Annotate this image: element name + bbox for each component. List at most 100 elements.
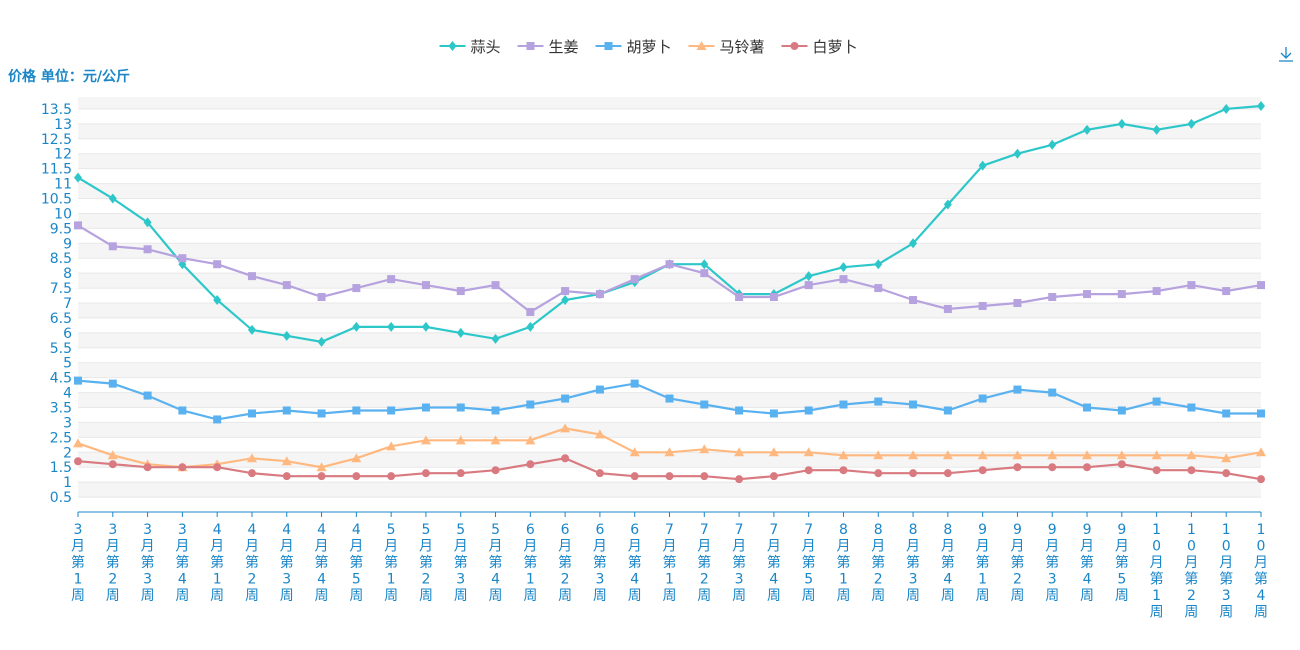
data-point[interactable] xyxy=(909,400,918,409)
data-point[interactable] xyxy=(735,475,744,484)
data-point[interactable] xyxy=(1012,450,1023,460)
data-point[interactable] xyxy=(74,221,82,230)
data-point[interactable] xyxy=(874,469,883,478)
data-point[interactable] xyxy=(421,469,430,478)
data-point[interactable] xyxy=(108,379,117,388)
data-point[interactable] xyxy=(978,301,987,310)
legend-item[interactable]: 白萝卜 xyxy=(781,38,858,56)
data-point[interactable] xyxy=(74,172,82,183)
data-point[interactable] xyxy=(1013,385,1022,394)
legend-item[interactable]: 蒜头 xyxy=(439,38,501,56)
data-point[interactable] xyxy=(282,330,291,341)
data-point[interactable] xyxy=(1047,450,1058,460)
data-point[interactable] xyxy=(74,457,82,466)
data-point[interactable] xyxy=(108,193,117,204)
data-point[interactable] xyxy=(1117,460,1126,469)
data-point[interactable] xyxy=(143,463,152,472)
data-point[interactable] xyxy=(978,394,987,403)
data-point[interactable] xyxy=(839,400,848,409)
data-point[interactable] xyxy=(1257,475,1265,484)
data-point[interactable] xyxy=(1117,118,1126,129)
data-point[interactable] xyxy=(1083,463,1092,472)
data-point[interactable] xyxy=(561,394,570,403)
data-point[interactable] xyxy=(1083,290,1092,299)
data-point[interactable] xyxy=(874,259,883,270)
data-point[interactable] xyxy=(630,275,639,284)
data-point[interactable] xyxy=(909,469,918,478)
data-point[interactable] xyxy=(943,304,952,313)
download-icon[interactable] xyxy=(1279,47,1293,62)
data-point[interactable] xyxy=(317,336,326,347)
data-point[interactable] xyxy=(1152,397,1161,406)
data-point[interactable] xyxy=(630,379,639,388)
data-point[interactable] xyxy=(700,400,709,409)
data-point[interactable] xyxy=(526,400,535,409)
data-point[interactable] xyxy=(317,409,326,418)
data-point[interactable] xyxy=(352,284,361,293)
data-point[interactable] xyxy=(1083,124,1092,135)
data-point[interactable] xyxy=(1256,447,1266,457)
data-point[interactable] xyxy=(1257,281,1265,290)
data-point[interactable] xyxy=(421,403,430,412)
data-point[interactable] xyxy=(804,271,813,282)
data-point[interactable] xyxy=(246,453,257,463)
data-point[interactable] xyxy=(247,409,256,418)
data-point[interactable] xyxy=(387,472,396,481)
data-point[interactable] xyxy=(838,450,849,460)
data-point[interactable] xyxy=(1221,453,1232,463)
data-point[interactable] xyxy=(1048,293,1057,302)
data-point[interactable] xyxy=(908,450,919,460)
data-point[interactable] xyxy=(491,333,500,344)
data-point[interactable] xyxy=(699,444,710,454)
data-point[interactable] xyxy=(700,472,709,481)
data-point[interactable] xyxy=(943,406,952,415)
data-point[interactable] xyxy=(942,450,953,460)
data-point[interactable] xyxy=(1151,450,1162,460)
data-point[interactable] xyxy=(630,472,639,481)
data-point[interactable] xyxy=(455,435,466,445)
data-point[interactable] xyxy=(735,293,744,302)
data-point[interactable] xyxy=(178,254,187,263)
legend-marker[interactable] xyxy=(604,42,613,50)
data-point[interactable] xyxy=(213,415,222,424)
data-point[interactable] xyxy=(525,435,536,445)
data-point[interactable] xyxy=(943,199,952,210)
data-point[interactable] xyxy=(909,296,918,305)
data-point[interactable] xyxy=(421,321,430,332)
data-point[interactable] xyxy=(665,394,674,403)
data-point[interactable] xyxy=(874,284,883,293)
data-point[interactable] xyxy=(178,463,187,472)
data-point[interactable] xyxy=(456,469,465,478)
data-point[interactable] xyxy=(561,295,570,306)
data-point[interactable] xyxy=(456,327,465,338)
data-point[interactable] xyxy=(387,275,396,284)
data-point[interactable] xyxy=(1187,466,1196,475)
data-point[interactable] xyxy=(247,272,256,281)
data-point[interactable] xyxy=(491,406,500,415)
legend-item[interactable]: 胡萝卜 xyxy=(595,38,672,56)
data-point[interactable] xyxy=(1222,287,1231,296)
data-point[interactable] xyxy=(282,281,291,290)
data-point[interactable] xyxy=(108,242,117,251)
data-point[interactable] xyxy=(595,385,604,394)
data-point[interactable] xyxy=(282,472,291,481)
data-point[interactable] xyxy=(1152,287,1161,296)
data-point[interactable] xyxy=(491,466,500,475)
data-point[interactable] xyxy=(803,447,814,457)
data-point[interactable] xyxy=(839,275,848,284)
legend[interactable]: 蒜头 生姜 胡萝卜 马铃薯 白萝卜 xyxy=(439,38,858,56)
data-point[interactable] xyxy=(143,391,152,400)
data-point[interactable] xyxy=(387,321,396,332)
data-point[interactable] xyxy=(978,466,987,475)
data-point[interactable] xyxy=(490,435,501,445)
data-point[interactable] xyxy=(1117,406,1126,415)
data-point[interactable] xyxy=(839,466,848,475)
legend-marker[interactable] xyxy=(696,41,707,50)
data-point[interactable] xyxy=(804,406,813,415)
data-point[interactable] xyxy=(1117,290,1126,299)
data-point[interactable] xyxy=(1013,299,1022,308)
data-point[interactable] xyxy=(420,435,431,445)
data-point[interactable] xyxy=(456,403,465,412)
legend-item[interactable]: 生姜 xyxy=(517,38,579,56)
data-point[interactable] xyxy=(769,409,778,418)
